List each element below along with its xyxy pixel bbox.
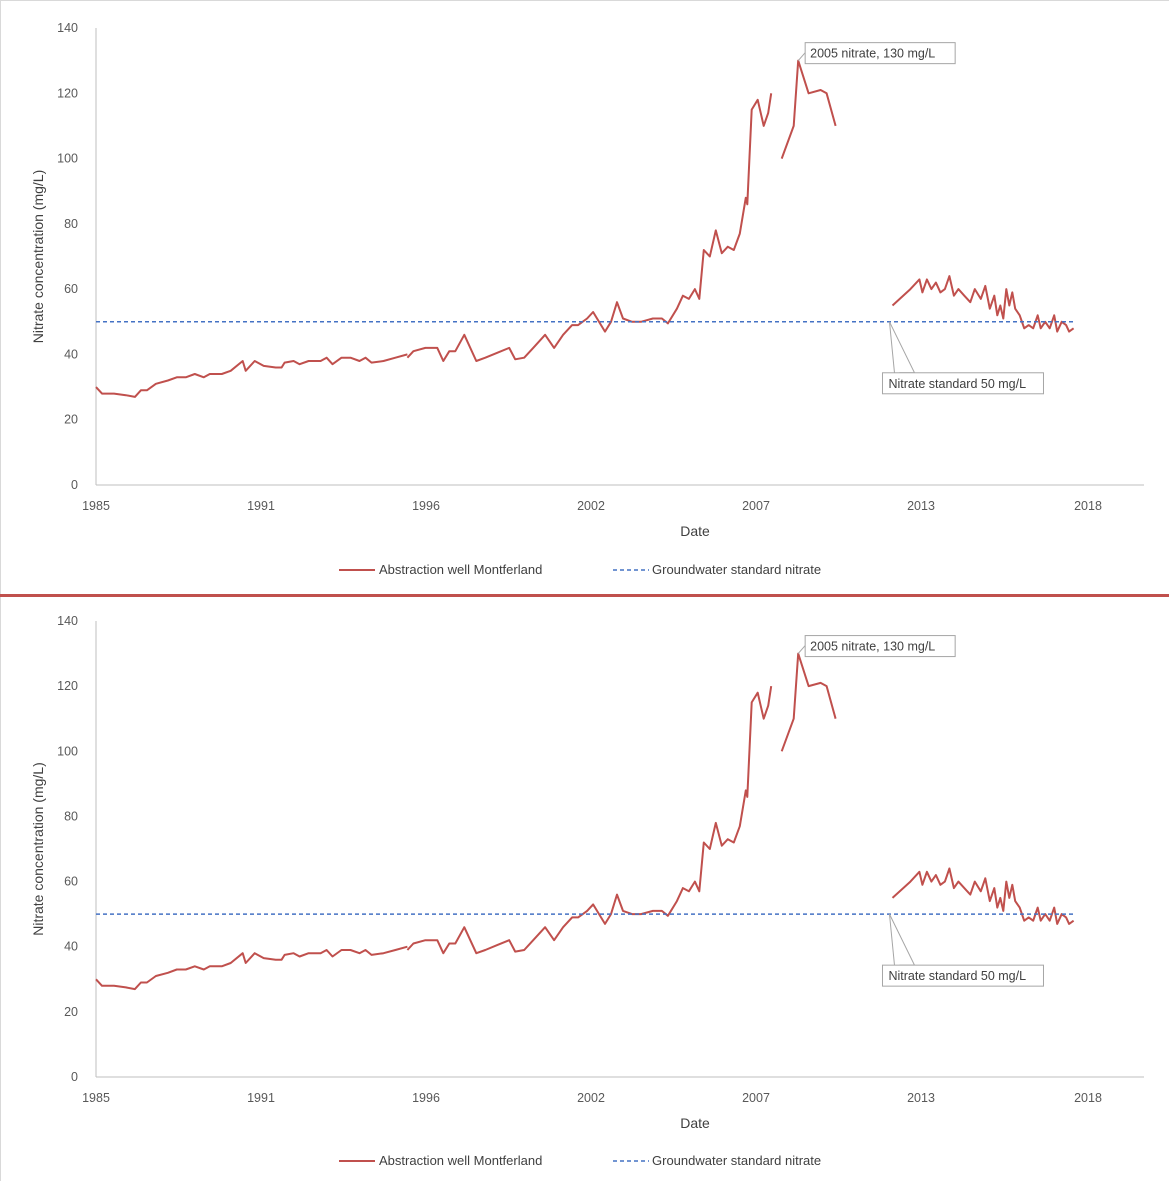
x-tick-label: 2018 — [1074, 499, 1102, 513]
callout-pointer — [888, 914, 895, 966]
x-tick-label: 1985 — [82, 499, 110, 513]
x-axis-title: Date — [680, 1115, 710, 1131]
y-tick-label: 60 — [64, 875, 78, 889]
legend-label-abstraction-well: Abstraction well Montferland — [379, 1153, 542, 1168]
series-line-abstraction-well-segment — [780, 59, 837, 159]
legend-label-abstraction-well: Abstraction well Montferland — [379, 562, 542, 577]
y-tick-label: 120 — [57, 679, 78, 693]
callout-box-peak — [804, 42, 956, 65]
y-axis-title: Nitrate concentration (mg/L) — [30, 170, 46, 344]
callout-box-standard — [881, 964, 1044, 987]
series-line-abstraction-well-segment — [891, 867, 1075, 925]
x-tick-label: 1991 — [247, 1091, 275, 1105]
x-tick-label: 1996 — [412, 499, 440, 513]
y-tick-label: 100 — [57, 152, 78, 166]
y-tick-label: 60 — [64, 282, 78, 296]
legend-label-groundwater-standard: Groundwater standard nitrate — [652, 1153, 821, 1168]
y-tick-label: 40 — [64, 940, 78, 954]
x-tick-label: 1996 — [412, 1091, 440, 1105]
y-tick-label: 140 — [57, 614, 78, 628]
chart-top: 0 20 40 60 80 100 120 140 1985 1991 1996 2002 2007 20… — [30, 21, 1144, 577]
x-tick-label: 2013 — [907, 499, 935, 513]
chart-bottom: 0 20 40 60 80 100 120 140 1985 1991 1996 2002 2007 20… — [30, 614, 1144, 1168]
callout-pointer — [888, 321, 895, 373]
y-tick-label: 80 — [64, 809, 78, 823]
callout-pointer — [797, 52, 806, 61]
series-line-abstraction-well-segment — [891, 275, 1075, 333]
y-tick-label: 140 — [57, 21, 78, 35]
y-tick-label: 40 — [64, 347, 78, 361]
x-tick-label: 2002 — [577, 1091, 605, 1105]
y-tick-label: 120 — [57, 86, 78, 100]
x-tick-label: 1985 — [82, 1091, 110, 1105]
series-line-abstraction-well-segment — [95, 945, 408, 991]
x-tick-label: 2007 — [742, 1091, 770, 1105]
x-tick-label: 2013 — [907, 1091, 935, 1105]
x-tick-label: 2002 — [577, 499, 605, 513]
y-axis-title: Nitrate concentration (mg/L) — [30, 762, 46, 936]
chart-panel-bottom: 0 20 40 60 80 100 120 140 1985 1991 1996 2002 2007 20… — [0, 597, 1169, 1181]
y-tick-label: 0 — [71, 478, 78, 492]
chart-panel-top: 0 20 40 60 80 100 120 140 1985 1991 1996 2002 2007 20… — [0, 0, 1169, 594]
y-tick-label: 100 — [57, 744, 78, 758]
callout-standard-label: Nitrate standard 50 mg/L — [888, 969, 1026, 983]
series-line-abstraction-well-segment — [780, 652, 837, 752]
callout-peak-label: 2005 nitrate, 130 mg/L — [810, 47, 935, 61]
callout-peak-label: 2005 nitrate, 130 mg/L — [810, 640, 935, 654]
legend-label-groundwater-standard: Groundwater standard nitrate — [652, 562, 821, 577]
callout-standard-label: Nitrate standard 50 mg/L — [888, 377, 1026, 391]
x-tick-label: 2018 — [1074, 1091, 1102, 1105]
y-tick-label: 20 — [64, 1005, 78, 1019]
x-tick-label: 2007 — [742, 499, 770, 513]
x-axis-title: Date — [680, 523, 710, 539]
callout-box-peak — [804, 635, 956, 658]
y-tick-label: 20 — [64, 413, 78, 427]
callout-pointer — [797, 645, 806, 654]
y-tick-label: 0 — [71, 1070, 78, 1084]
y-tick-label: 80 — [64, 217, 78, 231]
series-line-abstraction-well-segment — [406, 685, 773, 955]
series-line-abstraction-well-segment — [95, 353, 408, 398]
panel-divider — [0, 594, 1169, 597]
series-line-abstraction-well-segment — [406, 93, 773, 362]
callout-box-standard — [881, 372, 1044, 395]
x-tick-label: 1991 — [247, 499, 275, 513]
